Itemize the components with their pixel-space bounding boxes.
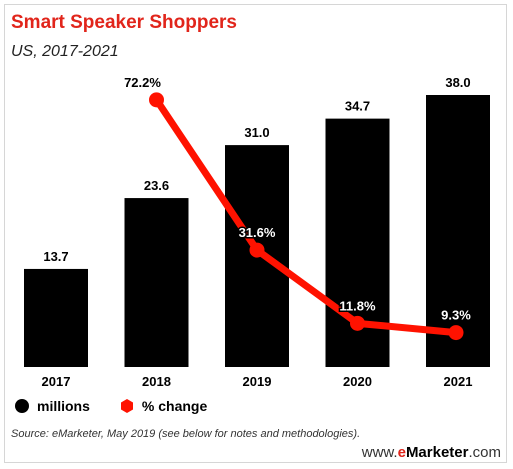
line-point-2020 (350, 315, 365, 331)
line-point-2018 (149, 92, 164, 108)
line-value-label-2018: 72.2% (124, 75, 161, 90)
bar-value-label-2018: 23.6 (144, 178, 169, 193)
legend-item-millions: millions (15, 398, 90, 414)
bar-value-label-2021: 38.0 (445, 75, 470, 90)
bar-value-label-2019: 31.0 (244, 125, 269, 140)
x-tick-label-2019: 2019 (243, 374, 272, 389)
x-tick-label-2021: 2021 (444, 374, 473, 389)
x-tick-label-2020: 2020 (343, 374, 372, 389)
line-point-2019 (249, 242, 265, 258)
brand-url[interactable]: www.eMarketer.com (362, 444, 501, 461)
bar-2021 (426, 95, 490, 367)
brand-name: Marketer (405, 444, 469, 461)
brand-prefix: www. (361, 444, 398, 461)
chart-frame (4, 4, 507, 463)
chart-subtitle: US, 2017-2021 (11, 43, 119, 60)
bar-value-label-2020: 34.7 (345, 99, 370, 114)
brand-suffix: .com (468, 444, 501, 461)
chart-title: Smart Speaker Shoppers (11, 12, 237, 33)
line-pct-change (153, 96, 460, 337)
circle-icon (15, 399, 29, 413)
line-value-label-2019: 31.6% (239, 225, 276, 240)
x-tick-label-2018: 2018 (142, 374, 171, 389)
bar-2017 (24, 268, 88, 367)
legend-item-pct-change: % change (120, 398, 207, 414)
legend-label-millions: millions (37, 398, 90, 414)
bar-value-label-2017: 13.7 (43, 249, 68, 264)
brand-e: e (397, 444, 406, 461)
chart-legend: millions % change (15, 398, 237, 414)
hexagon-icon (120, 399, 133, 413)
x-tick-label-2017: 2017 (42, 374, 71, 389)
bar-2018 (124, 198, 189, 367)
line-value-label-2021: 9.3% (441, 308, 471, 323)
legend-label-pct-change: % change (141, 398, 208, 414)
line-value-label-2020: 11.8% (339, 298, 376, 313)
line-point-2021 (448, 325, 464, 341)
source-note: Source: eMarketer, May 2019 (see below f… (11, 428, 361, 440)
